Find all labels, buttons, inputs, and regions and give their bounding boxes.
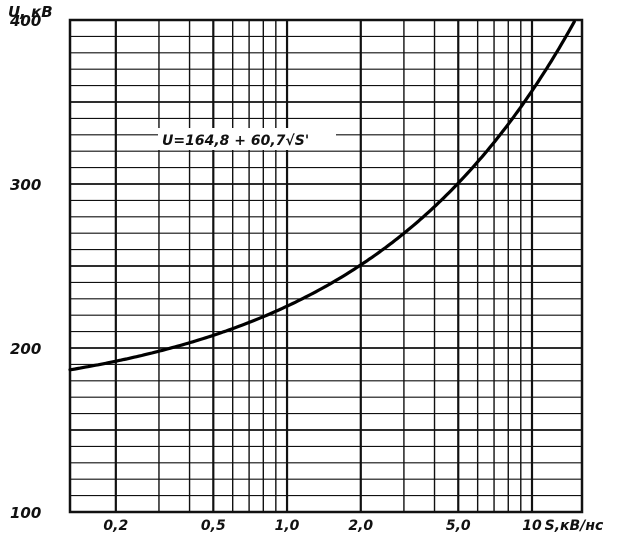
x-tick-label: 1,0 [275, 518, 300, 534]
formula-annotation: U=164,8 + 60,7√S' [162, 133, 309, 149]
series [68, 20, 576, 372]
y-tick-label: 400 [9, 12, 41, 30]
x-tick-label: 2,0 [348, 518, 373, 534]
x-tick-label: 0,5 [201, 518, 226, 534]
x-tick-label: 0,2 [103, 518, 128, 534]
y-axis-label: U, кВ [8, 3, 53, 21]
x-axis-label: S,кВ/нс [545, 518, 604, 534]
grid [70, 19, 582, 513]
y-tick-label: 200 [10, 340, 41, 358]
annotation-background [158, 128, 336, 150]
series-line [68, 20, 576, 372]
x-tick-label: 10 [522, 518, 542, 534]
y-tick-label: 300 [10, 176, 41, 194]
x-tick-label: 5,0 [446, 518, 471, 534]
y-tick-label: 100 [10, 504, 41, 522]
plot-frame [68, 18, 584, 514]
tick-labels: 0,2 0,5 1,0 2,0 5,0 10 100 200 300 400 [9, 12, 542, 534]
